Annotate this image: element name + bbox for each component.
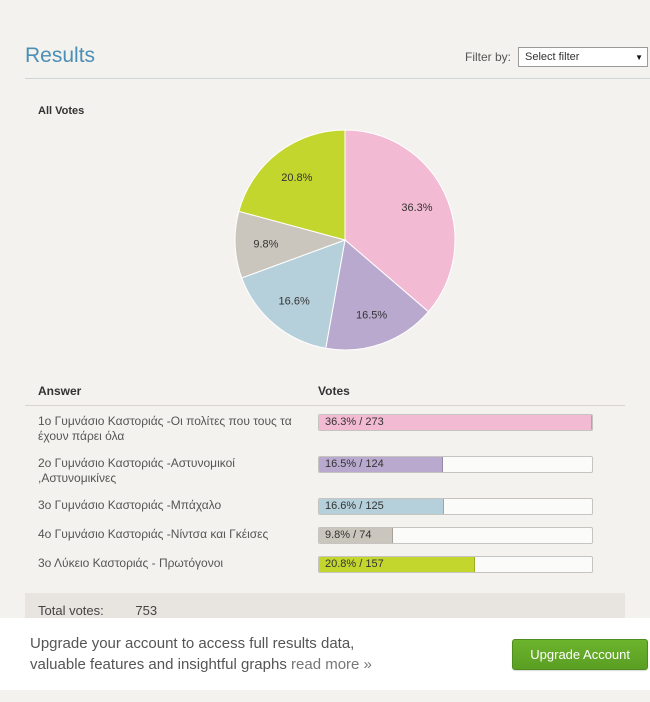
filter-select[interactable]: Select filter ▼	[518, 47, 648, 67]
vote-bar: 36.3% / 273	[318, 414, 593, 431]
pie-slice-label: 20.8%	[281, 172, 312, 184]
table-row: 2ο Γυμνάσιο Καστοριάς -Αστυνομικοί ,Αστυ…	[25, 448, 625, 490]
results-table: Answer Votes 1ο Γυμνάσιο Καστοριάς -Οι π…	[25, 384, 625, 628]
read-more-link[interactable]: read more »	[291, 656, 372, 673]
table-row: 4ο Γυμνάσιο Καστοριάς -Νίντσα και Γκέισε…	[25, 519, 625, 548]
answer-column-header: Answer	[38, 384, 82, 398]
vote-bar-label: 36.3% / 273	[325, 416, 384, 428]
pie-slice-label: 9.8%	[253, 238, 278, 250]
pie-slice-label: 36.3%	[401, 202, 432, 214]
filter-label: Filter by:	[464, 50, 511, 64]
answer-text: 2ο Γυμνάσιο Καστοριάς -Αστυνομικοί ,Αστυ…	[38, 456, 235, 485]
upgrade-message: Upgrade your account to access full resu…	[30, 633, 372, 675]
pie-slice	[344, 129, 456, 313]
vote-bar: 16.6% / 125	[318, 498, 593, 515]
vote-bar-label: 9.8% / 74	[325, 529, 372, 541]
table-header-row: Answer Votes	[25, 384, 625, 406]
answer-text: 3ο Λύκειο Καστοριάς - Πρωτόγονοι	[38, 556, 224, 570]
table-row: 1ο Γυμνάσιο Καστοριάς -Οι πολίτες που το…	[25, 406, 625, 448]
upgrade-account-button[interactable]: Upgrade Account	[512, 638, 648, 670]
vote-bar-label: 20.8% / 157	[325, 558, 384, 570]
answer-text: 1ο Γυμνάσιο Καστοριάς -Οι πολίτες που το…	[38, 414, 292, 443]
results-header: Results Filter by: Select filter ▼	[25, 0, 650, 79]
page-title: Results	[25, 44, 96, 67]
filter-control: Filter by: Select filter ▼	[465, 47, 648, 68]
vote-bar-fill	[319, 557, 476, 572]
vote-bar-label: 16.6% / 125	[325, 500, 384, 512]
pie-slice-label: 16.6%	[279, 296, 310, 308]
vote-bar-label: 16.5% / 124	[325, 458, 384, 470]
filter-select-value: Select filter	[525, 51, 580, 63]
vote-bar-fill	[319, 415, 592, 430]
vote-bar-fill	[319, 457, 444, 472]
answer-text: 3ο Γυμνάσιο Καστοριάς -Μπάχαλο	[38, 498, 222, 512]
total-votes-label: Total votes:	[38, 603, 104, 618]
chevron-down-icon: ▼	[635, 52, 643, 62]
vote-bar: 9.8% / 74	[318, 527, 593, 544]
vote-bar: 20.8% / 157	[318, 556, 593, 573]
pie-slice	[238, 129, 346, 241]
vote-bar-fill	[319, 499, 444, 514]
pie-slice	[325, 239, 430, 351]
table-row: 3ο Λύκειο Καστοριάς - Πρωτόγονοι 20.8% /…	[25, 548, 625, 577]
pie-chart-svg: 36.3% 16.5% 16.6% 9.8% 20.8%	[234, 129, 456, 351]
pie-chart: 36.3% 16.5% 16.6% 9.8% 20.8%	[230, 125, 460, 360]
total-votes-value: 753	[135, 603, 158, 618]
vote-bar-fill	[319, 528, 393, 543]
pie-slice-label: 16.5%	[356, 310, 387, 322]
pie-slice	[241, 239, 346, 349]
table-row: 3ο Γυμνάσιο Καστοριάς -Μπάχαλο 16.6% / 1…	[25, 490, 625, 519]
answer-text: 4ο Γυμνάσιο Καστοριάς -Νίντσα και Γκέισε…	[38, 527, 269, 541]
vote-bar: 16.5% / 124	[318, 456, 593, 473]
votes-column-header: Votes	[318, 384, 350, 398]
upgrade-banner: Upgrade your account to access full resu…	[0, 618, 650, 690]
upgrade-message-line1: Upgrade your account to access full resu…	[30, 635, 355, 652]
all-votes-label: All Votes	[38, 105, 85, 117]
upgrade-message-line2: valuable features and insightful graphs	[30, 656, 287, 673]
